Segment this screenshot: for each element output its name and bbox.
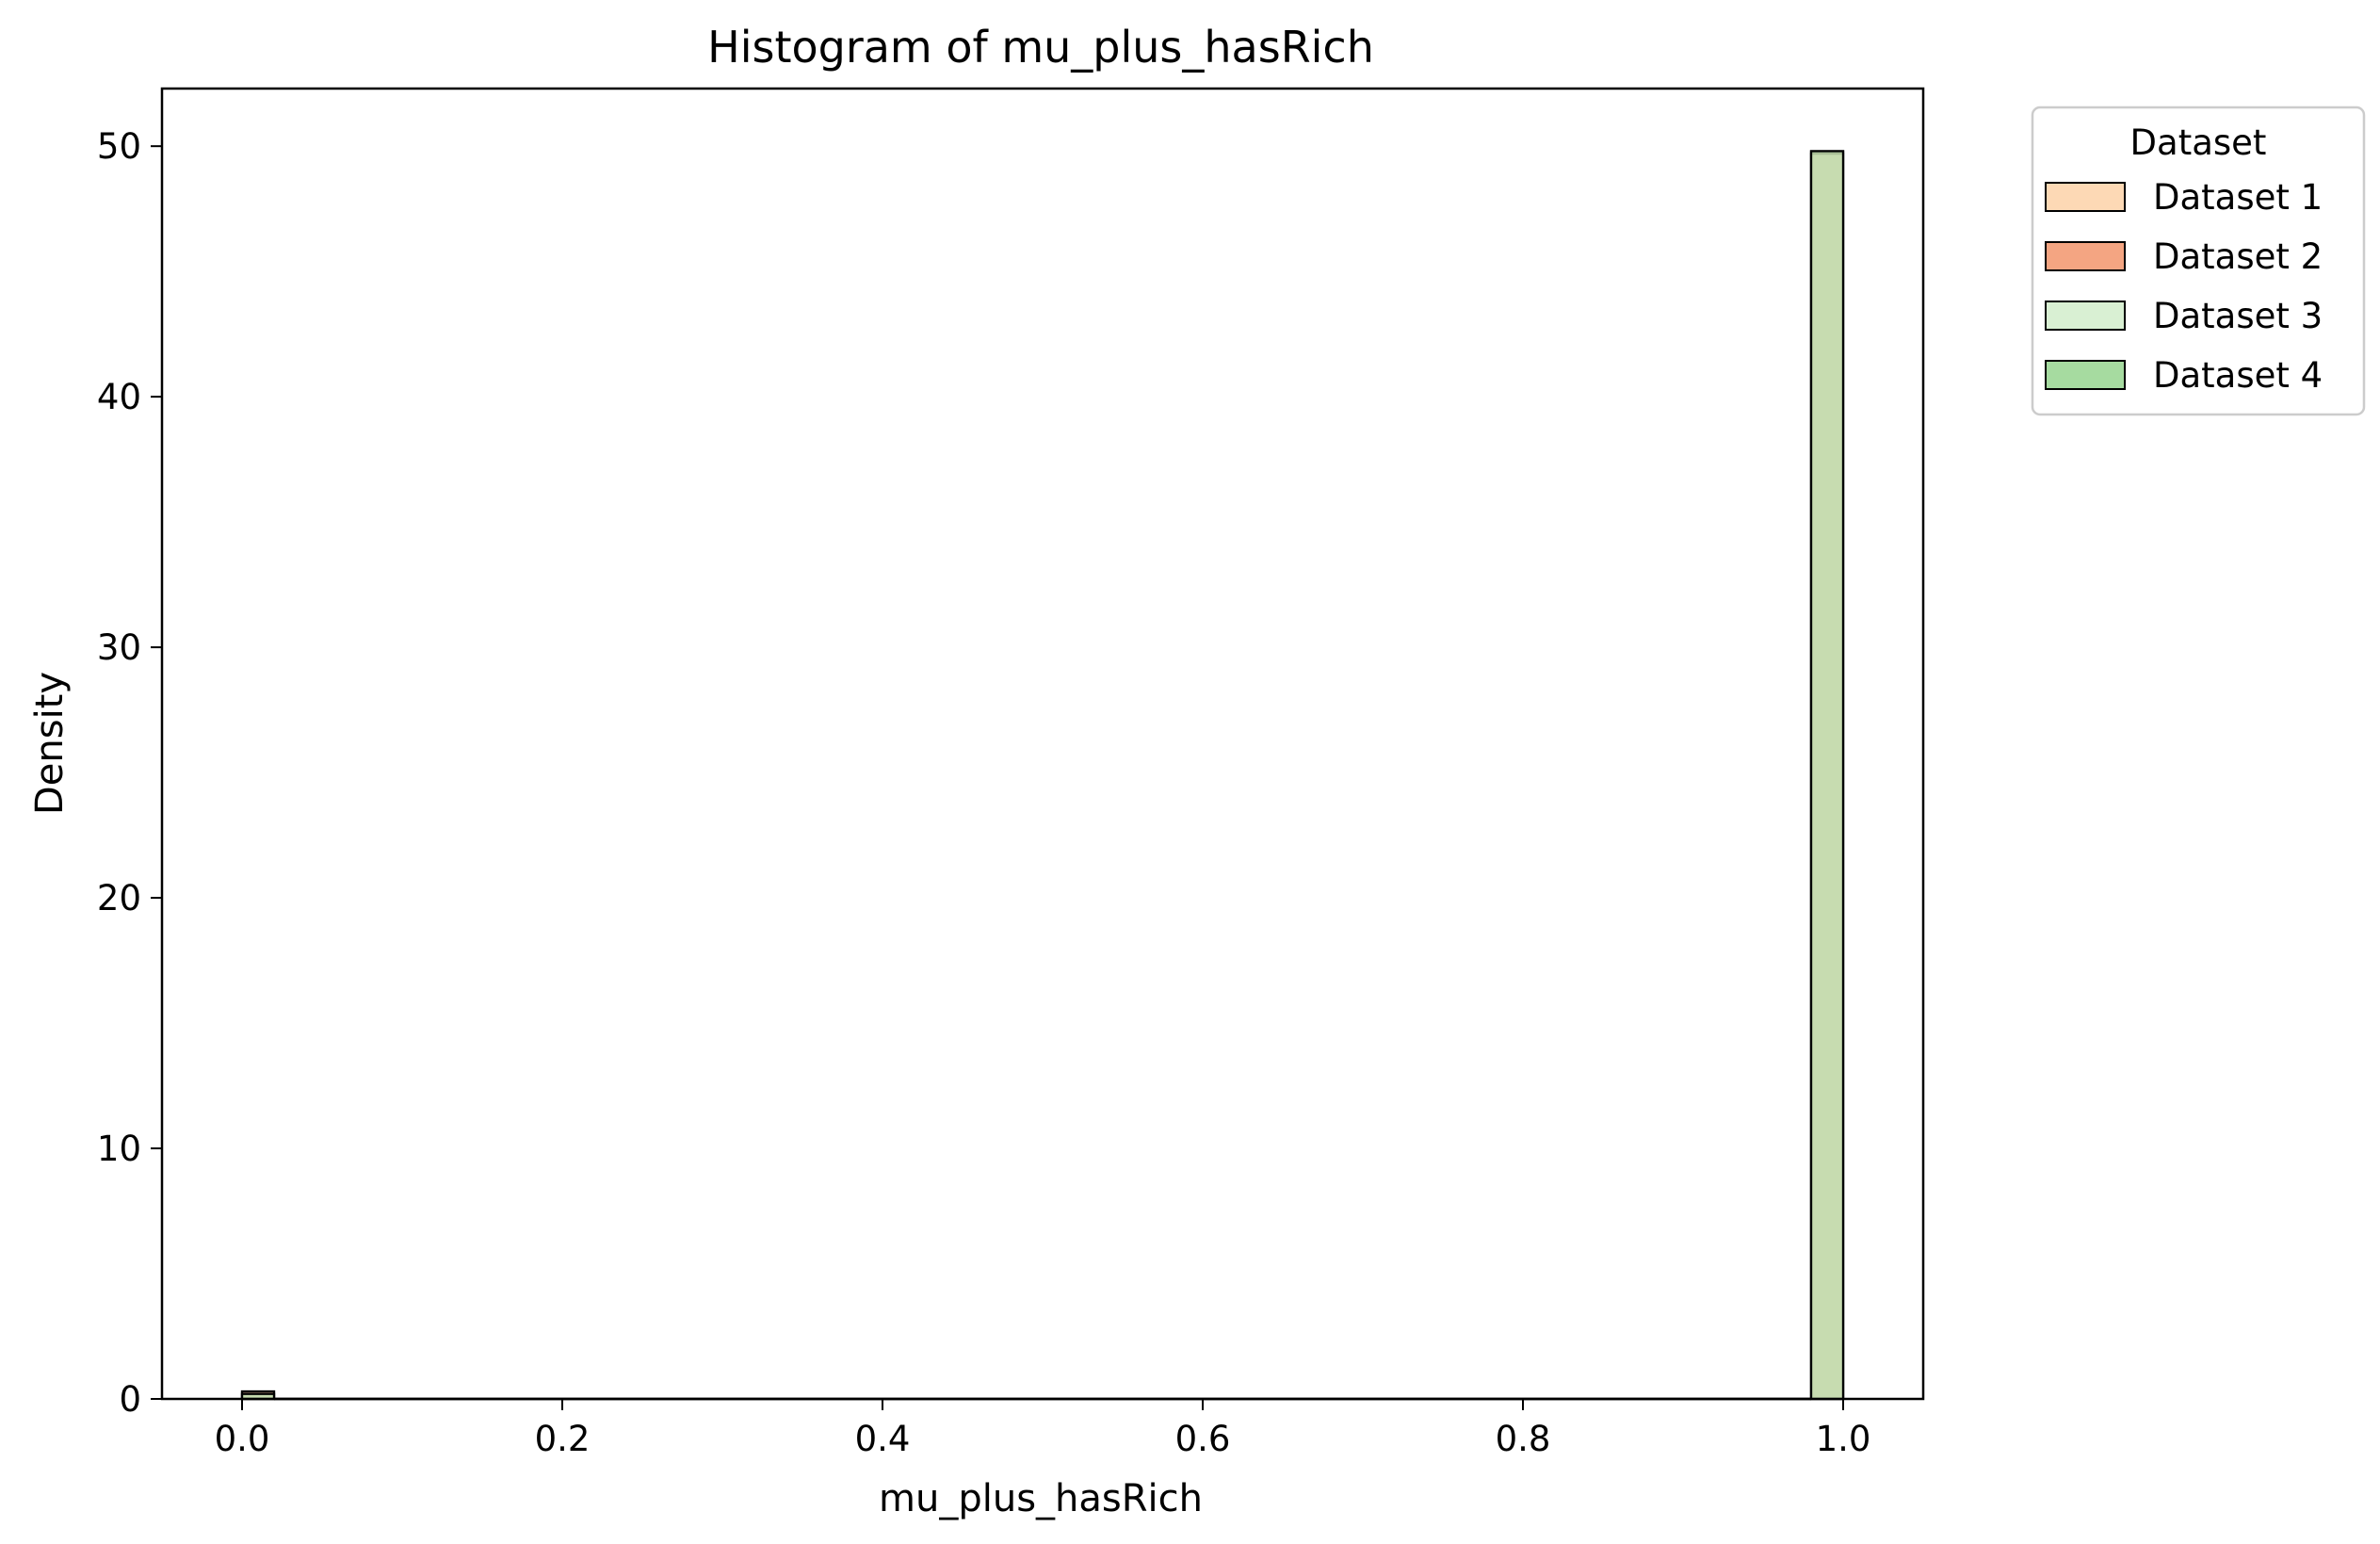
y-axis-label: Density <box>28 672 72 815</box>
chart-title: Histogram of mu_plus_hasRich <box>707 22 1374 73</box>
y-tick-label: 0 <box>119 1379 141 1420</box>
legend-swatch-dataset-4 <box>2045 360 2126 390</box>
legend-swatch-dataset-3 <box>2045 301 2126 331</box>
legend-label-dataset-2: Dataset 2 <box>2153 236 2323 277</box>
bar-dataset-4-bin-1 <box>1809 150 1845 1401</box>
x-axis-label: mu_plus_hasRich <box>879 1477 1203 1520</box>
legend-swatch-dataset-2 <box>2045 241 2126 271</box>
legend-label-dataset-4: Dataset 4 <box>2153 355 2323 396</box>
y-tick-label: 10 <box>97 1129 141 1169</box>
legend-label-dataset-1: Dataset 1 <box>2153 177 2323 218</box>
x-axis-ticks: 0.0 0.2 0.4 0.6 0.8 1.0 <box>215 1399 1871 1459</box>
legend-items: Dataset 1 Dataset 2 Dataset 3 Dataset 4 <box>2045 177 2323 396</box>
x-tick-label: 0.6 <box>1175 1419 1231 1459</box>
legend-label-dataset-3: Dataset 3 <box>2153 296 2323 336</box>
y-tick-label: 30 <box>97 627 141 668</box>
x-tick-label: 0.2 <box>535 1419 591 1459</box>
plot-frame <box>160 87 1925 1401</box>
y-axis-ticks: 0 10 20 30 40 50 <box>97 126 162 1420</box>
x-tick-label: 0.8 <box>1496 1419 1551 1459</box>
x-tick-label: 0.0 <box>215 1419 270 1459</box>
x-tick-label: 0.4 <box>855 1419 911 1459</box>
x-tick-label: 1.0 <box>1816 1419 1871 1459</box>
y-tick-label: 40 <box>97 377 141 417</box>
legend-swatch-dataset-1 <box>2045 182 2126 212</box>
y-tick-label: 50 <box>97 126 141 167</box>
legend-title: Dataset <box>2130 122 2267 163</box>
plot-area <box>162 89 1923 1399</box>
y-tick-label: 20 <box>97 878 141 918</box>
